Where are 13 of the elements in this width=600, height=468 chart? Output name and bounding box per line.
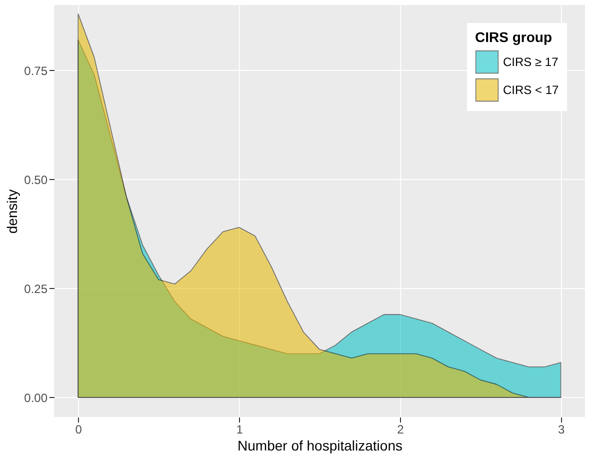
y-axis-title: density [4,189,20,234]
legend-label: CIRS ≥ 17 [503,55,559,69]
x-tick-label: 1 [236,422,244,436]
y-tick-label: 0.00 [24,390,48,405]
x-axis-title: Number of hospitalizations [238,438,402,454]
x-tick-label: 0 [75,422,82,436]
legend-title: CIRS group [475,29,552,45]
y-tick-label: 0.75 [24,64,48,78]
y-tick-label: 0.50 [24,172,48,187]
legend-label: CIRS < 17 [503,83,560,97]
x-tick-label: 3 [558,422,566,436]
x-tick-label: 2 [397,422,404,436]
y-tick-label: 0.25 [24,282,48,296]
